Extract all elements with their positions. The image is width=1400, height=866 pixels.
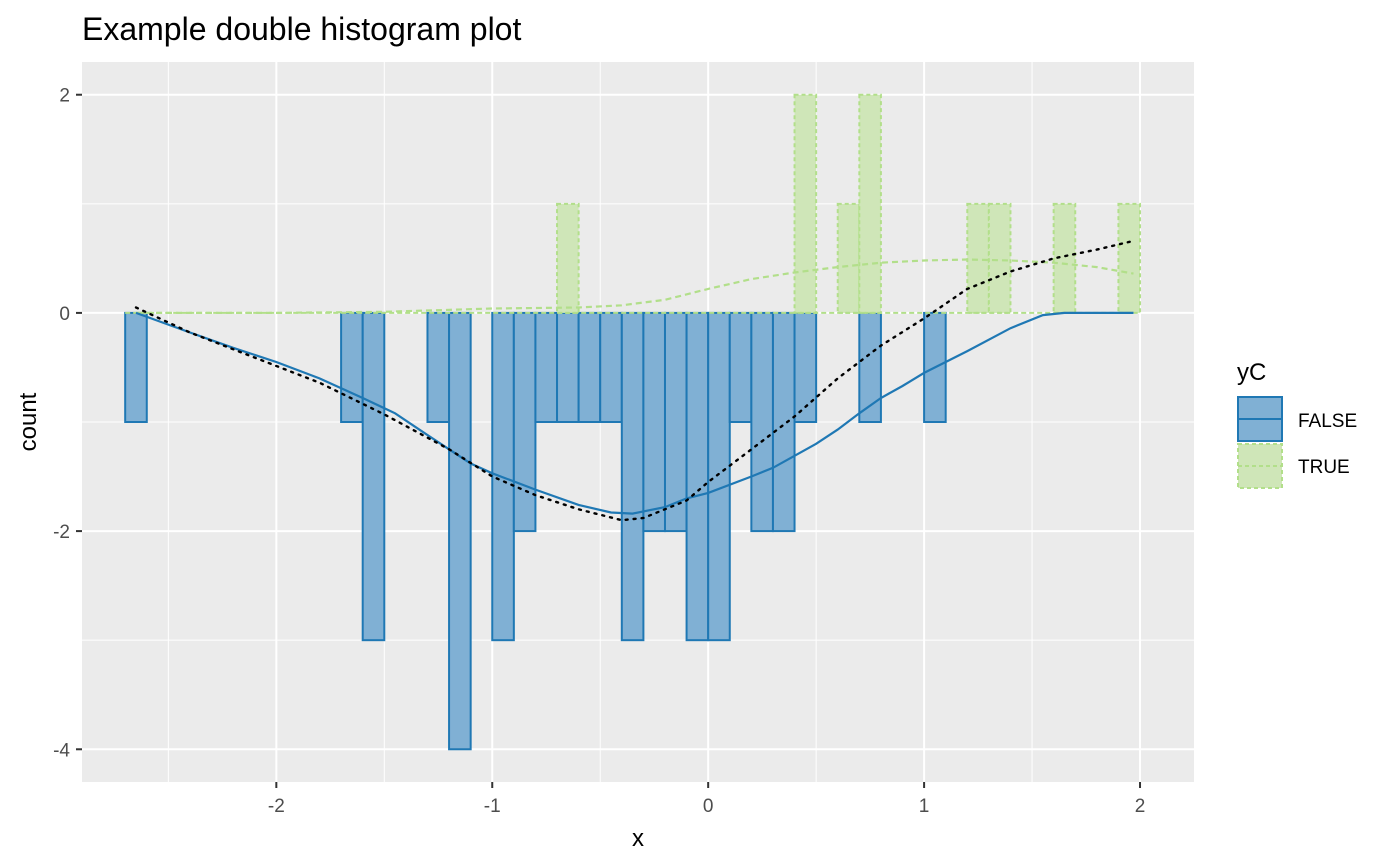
x-axis: -2 -1 0 1 2 [268,782,1145,817]
x-tick-label: -2 [268,796,285,817]
legend-label-false: FALSE [1298,411,1357,432]
y-tick-label: -2 [53,522,70,543]
chart-title: Example double histogram plot [82,11,521,47]
y-axis: -4 -2 0 2 [53,86,82,761]
histogram-bar-false [361,311,386,642]
y-tick-label: 2 [59,86,70,107]
histogram-bar-true [858,93,882,314]
histogram-bar-false [577,311,602,423]
histogram-bar-false [448,311,472,751]
histogram-bar-false [556,311,580,423]
histogram-bar-false [620,311,645,642]
density-curves [125,239,1135,522]
x-tick-label: 0 [703,796,714,817]
x-tick-label: 2 [1135,796,1146,817]
histogram-bar-false [685,311,710,642]
true-density-curve [136,258,1134,314]
histogram-bar-true [556,202,580,314]
legend-entry-false: FALSE [1237,396,1357,442]
histogram-bar-false [707,311,731,642]
legend-label-true: TRUE [1298,457,1350,478]
histogram-bar-false [728,311,753,423]
x-tick-label: -1 [484,796,501,817]
histogram-bar-true [793,93,818,314]
histogram-bar-false [599,311,623,423]
histogram-bar-false [750,311,774,533]
x-axis-title: x [632,825,644,852]
legend-entry-true: TRUE [1237,443,1350,489]
histogram-bar-true [966,202,990,314]
histogram-bar-true [987,202,1012,314]
histogram-bar-true [836,202,861,314]
histogram-bar-false [426,311,451,423]
y-tick-label: 0 [59,304,70,325]
legend-title: yC [1237,359,1266,386]
y-axis-title: count [15,392,42,451]
histogram-bar-false [642,311,666,533]
histogram-bar-true [1117,202,1142,314]
y-tick-label: -4 [53,740,70,761]
histogram-bar-false [340,311,364,423]
legend: yC FALSE TRUE [1237,359,1357,489]
histogram-bar-false [663,311,688,533]
difference-curve [134,239,1135,522]
histogram-bar-false [534,311,559,423]
histogram-bar-false [124,311,148,423]
x-tick-label: 1 [919,796,930,817]
histogram-bar-false [771,311,796,533]
histogram-bar-false [512,311,537,533]
false-density-curve [135,311,1134,515]
